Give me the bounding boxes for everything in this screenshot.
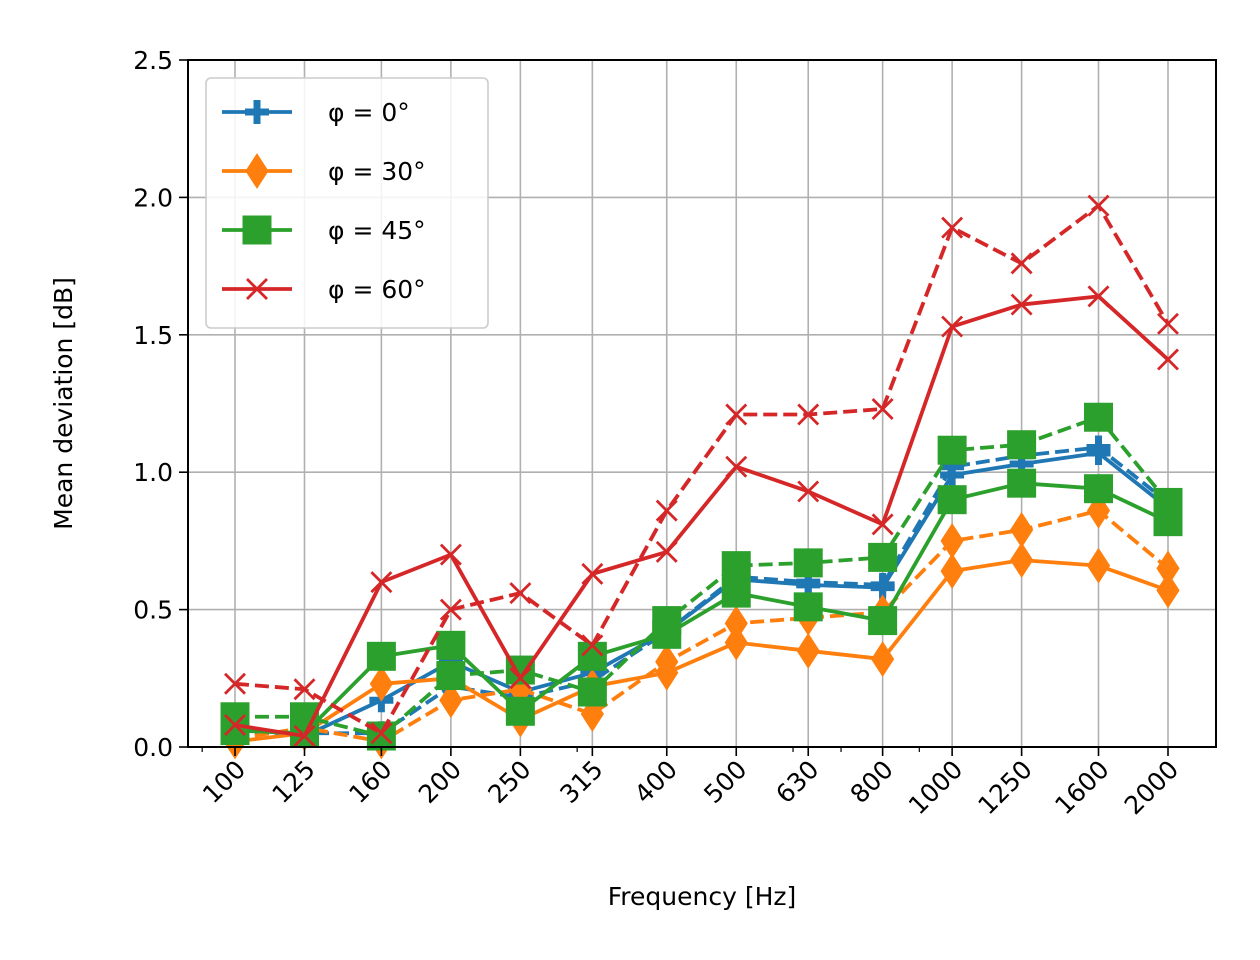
data-point: [1086, 547, 1111, 584]
data-point: [655, 643, 679, 680]
data-point: [797, 403, 820, 426]
data-point: [941, 216, 964, 239]
data-point: [1156, 572, 1180, 609]
data-point: [1157, 348, 1179, 371]
data-point: [1007, 468, 1037, 498]
data-point: [1157, 312, 1179, 335]
data-point: [655, 499, 678, 522]
data-point: [868, 606, 898, 636]
data-point: [725, 455, 748, 478]
data-point: [652, 606, 682, 636]
data-point: [721, 578, 751, 608]
y-tick-label: 0.5: [133, 596, 173, 625]
data-point: [509, 582, 532, 605]
legend-label: φ = 30°: [328, 157, 426, 186]
legend-entry: φ = 60°: [222, 275, 426, 304]
data-point: [793, 548, 823, 578]
data-point: [366, 641, 396, 671]
data-point: [581, 634, 604, 657]
data-point: [1086, 435, 1111, 460]
legend-box: [205, 77, 489, 329]
data-point: [1010, 252, 1033, 275]
data-point: [436, 661, 466, 691]
legend: φ = 0° φ = 30° φ = 45° φ = 60°: [205, 77, 489, 329]
data-point: [370, 571, 393, 594]
data-point: [868, 542, 898, 572]
data-point: [1084, 402, 1114, 432]
data-point: [505, 696, 535, 726]
data-point: [871, 513, 894, 536]
data-point: [1007, 430, 1037, 460]
data-point: [242, 215, 272, 245]
data-point: [1156, 550, 1180, 587]
y-tick-label: 2.0: [133, 183, 173, 212]
data-point: [1010, 542, 1034, 579]
data-point: [439, 682, 463, 719]
data-point: [655, 540, 678, 563]
data-point: [940, 522, 964, 559]
data-point: [439, 598, 462, 621]
data-point: [369, 665, 393, 702]
data-point: [509, 667, 532, 690]
data-point: [870, 572, 895, 597]
data-point: [1084, 474, 1114, 504]
data-point: [439, 543, 462, 566]
series-line: [234, 203, 1170, 736]
y-tick-label: 1.0: [133, 458, 173, 487]
series-line: [234, 294, 1170, 738]
data-point: [937, 435, 967, 465]
x-axis-title: Frequency [Hz]: [608, 882, 797, 911]
data-point: [293, 678, 316, 701]
data-point: [245, 153, 269, 189]
legend-entry: φ = 30°: [222, 153, 426, 189]
y-tick-label: 0.0: [133, 733, 173, 762]
data-point: [293, 725, 316, 747]
data-point: [725, 403, 748, 426]
series-6: [224, 285, 1179, 747]
data-point: [581, 562, 604, 585]
data-point: [941, 315, 964, 338]
data-point: [1087, 285, 1110, 308]
data-point: [871, 641, 895, 677]
legend-label: φ = 60°: [328, 275, 426, 304]
data-point: [370, 722, 393, 745]
legend-entry: φ = 0°: [222, 98, 410, 127]
data-point: [937, 485, 967, 515]
data-point: [940, 553, 964, 590]
data-point: [1087, 194, 1110, 217]
y-tick-label: 1.5: [133, 321, 173, 350]
y-tick-label: 2.5: [133, 46, 173, 75]
y-axis-title: Mean deviation [dB]: [49, 277, 78, 530]
legend-label: φ = 45°: [328, 216, 426, 245]
data-point: [724, 624, 748, 661]
data-point: [1153, 487, 1183, 517]
data-point: [871, 398, 894, 420]
data-point: [224, 714, 246, 737]
data-point: [721, 551, 751, 581]
series-5: [220, 402, 1183, 751]
data-point: [224, 672, 246, 695]
data-point: [1010, 293, 1033, 316]
data-point: [1010, 511, 1034, 548]
series-line: [234, 558, 1169, 744]
legend-label: φ = 0°: [328, 98, 410, 127]
plot-frame: [187, 59, 1217, 748]
series-group: [220, 194, 1183, 760]
data-point: [724, 605, 748, 642]
data-point: [796, 632, 820, 669]
data-point: [577, 677, 607, 707]
data-point: [436, 630, 466, 660]
legend-entry: φ = 45°: [222, 215, 426, 245]
data-point: [793, 592, 823, 622]
data-point: [246, 278, 268, 300]
data-point: [797, 480, 820, 503]
series-7: [224, 194, 1179, 745]
data-point: [245, 100, 269, 124]
